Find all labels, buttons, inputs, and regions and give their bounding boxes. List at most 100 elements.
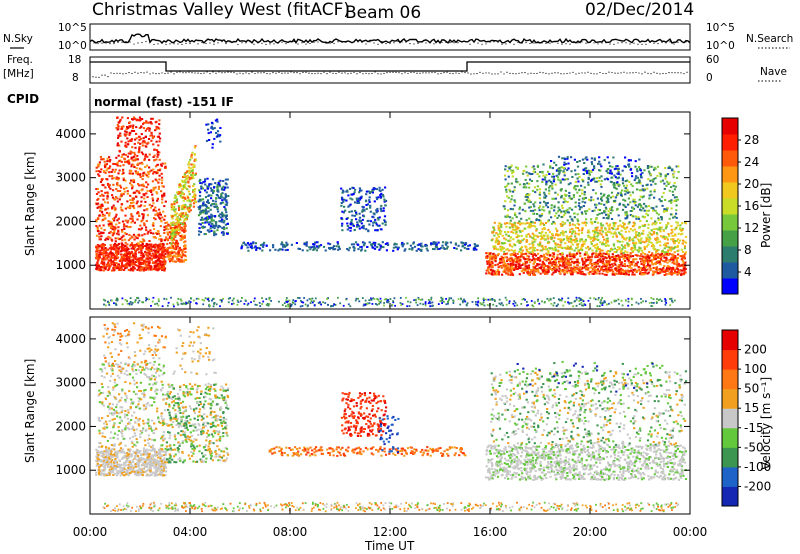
nave-dot (551, 72, 553, 74)
range-cell (445, 241, 448, 244)
range-cell (627, 266, 631, 269)
nave-dot (314, 73, 316, 75)
range-cell (203, 299, 206, 302)
range-cell (379, 195, 382, 198)
range-cell (518, 273, 521, 276)
range-cell (548, 261, 551, 264)
range-cell (172, 234, 175, 237)
range-cell (131, 267, 134, 270)
range-cell (128, 303, 131, 306)
range-cell (140, 126, 143, 129)
nave-dot (533, 72, 535, 75)
range-cell (337, 296, 339, 299)
range-cell (167, 258, 171, 261)
range-cell (353, 191, 356, 194)
range-cell (512, 238, 515, 241)
range-cell (361, 205, 364, 208)
range-cell (457, 298, 460, 300)
range-cell (452, 300, 455, 302)
range-cell (652, 298, 655, 300)
range-cell (598, 258, 601, 261)
nsearch-dot (269, 43, 271, 45)
range-cell (103, 217, 106, 220)
range-cell (208, 303, 210, 306)
range-cell (154, 129, 157, 132)
range-cell (513, 304, 516, 307)
range-cell (315, 245, 319, 248)
range-cell (155, 268, 158, 271)
range-cell (160, 255, 163, 258)
range-cell (150, 305, 152, 307)
nave-dot (254, 72, 256, 75)
nsearch-dot (557, 42, 559, 44)
range-cell (96, 206, 99, 209)
range-cell (128, 257, 131, 260)
nave-dot (281, 72, 283, 74)
range-cell (145, 260, 148, 263)
range-cell (383, 198, 386, 201)
range-cell (115, 265, 118, 268)
range-cell (129, 206, 132, 209)
nsearch-dot (265, 43, 267, 46)
range-cell (166, 255, 169, 258)
range-cell (647, 261, 650, 264)
range-cell (142, 122, 145, 125)
range-cell (570, 302, 573, 304)
range-cell (181, 208, 184, 211)
nave-dot (401, 73, 403, 75)
range-cell (353, 209, 357, 212)
nsearch-dot (361, 41, 363, 43)
range-cell (351, 214, 354, 217)
range-cell (599, 260, 602, 263)
range-cell (144, 155, 147, 158)
range-cell (173, 214, 176, 217)
range-cell (149, 121, 152, 124)
nave-dot (608, 71, 610, 73)
range-cell (145, 220, 148, 222)
range-cell (138, 267, 142, 270)
range-cell (125, 225, 128, 228)
range-cell (141, 241, 144, 243)
range-cell (109, 187, 112, 190)
nave-dot (428, 72, 430, 74)
range-cell (102, 298, 105, 301)
nave-dot (203, 72, 205, 74)
range-cell (475, 301, 477, 303)
range-cell (130, 213, 133, 216)
range-cell (165, 225, 168, 228)
range-cell (418, 248, 422, 251)
nave-dot (146, 71, 148, 73)
range-cell (361, 226, 364, 229)
range-cell (547, 269, 550, 272)
range-cell (136, 260, 139, 263)
range-cell (120, 140, 123, 143)
range-cell (126, 200, 129, 203)
range-cell (144, 268, 148, 271)
range-cell (576, 264, 579, 267)
range-cell (281, 304, 284, 306)
range-cell (490, 265, 493, 268)
range-cell (326, 298, 328, 300)
range-cell (477, 297, 480, 300)
range-cell (391, 304, 394, 306)
range-cell (457, 244, 460, 247)
range-cell (177, 298, 180, 300)
range-cell (133, 151, 136, 154)
range-cell (658, 240, 662, 243)
range-cell (129, 139, 132, 142)
range-cell (158, 140, 161, 143)
range-cell (179, 222, 182, 225)
range-cell (120, 160, 123, 163)
range-cell (150, 122, 153, 125)
range-cell (461, 242, 464, 245)
range-cell (146, 265, 149, 268)
range-cell (550, 264, 553, 267)
nave-dot (320, 73, 322, 75)
nave-dot (557, 72, 559, 74)
range-cell (412, 241, 415, 244)
nave-dot (305, 71, 307, 73)
range-cell (430, 242, 433, 245)
range-cell (131, 201, 134, 204)
range-cell (199, 231, 202, 233)
range-cell (132, 164, 135, 167)
